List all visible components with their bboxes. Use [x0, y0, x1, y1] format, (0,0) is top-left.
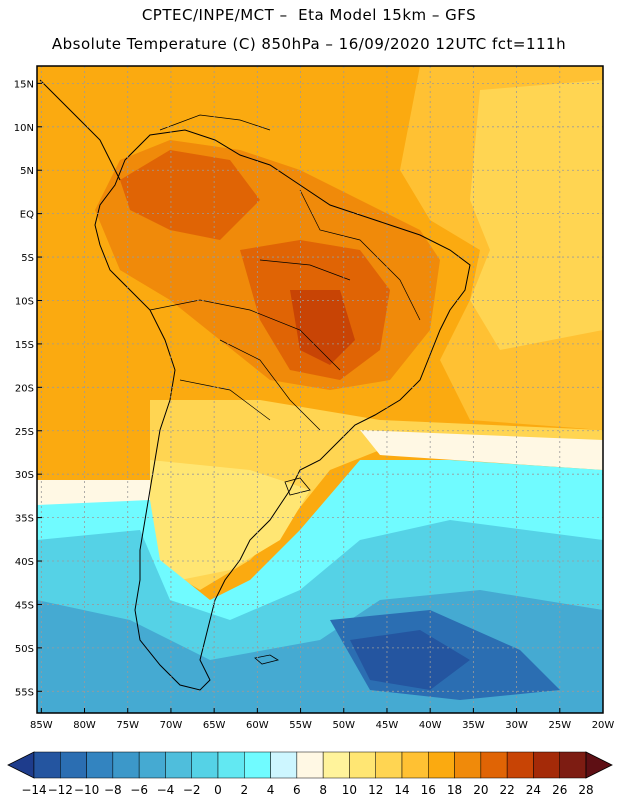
colorbar-label: −12 — [48, 783, 73, 797]
colorbar-label: 8 — [319, 783, 327, 797]
field-north-hotspot — [120, 150, 260, 240]
colorbar-label: 22 — [500, 783, 515, 797]
lon-label: 70W — [160, 720, 183, 731]
caribbean-coast — [159, 114, 271, 131]
lon-label: 50W — [332, 720, 355, 731]
lat-label: 10N — [14, 123, 34, 134]
map-frame — [36, 65, 604, 714]
lat-label: 20S — [15, 383, 34, 394]
axis-ticks — [37, 82, 604, 713]
colorbar-swatch — [165, 751, 192, 779]
colorbar-swatch — [428, 751, 455, 779]
lon-label: 45W — [376, 720, 399, 731]
chart-title-line1: CPTEC/INPE/MCT – Eta Model 15km – GFS — [141, 6, 477, 24]
colorbar-label: 6 — [293, 783, 301, 797]
coastlines — [39, 79, 471, 691]
lat-lon-grid — [37, 66, 603, 713]
colorbar-label: 14 — [394, 783, 409, 797]
field-atlantic-mild — [470, 80, 603, 350]
lat-label: 30S — [15, 470, 34, 481]
field-cold-core-inner — [350, 630, 470, 690]
lat-label: 35S — [15, 514, 34, 525]
south-america-coast — [94, 129, 471, 691]
lon-label: 25W — [548, 720, 571, 731]
lat-label: 15S — [15, 340, 34, 351]
lat-label: 50S — [15, 644, 34, 655]
colorbar-swatch — [60, 751, 87, 779]
colorbar-label: −14 — [21, 783, 46, 797]
country-borders — [149, 189, 421, 431]
colorbar-label: 20 — [473, 783, 488, 797]
lon-label: 75W — [116, 720, 139, 731]
lon-label: 60W — [246, 720, 269, 731]
latitude-labels: 15N 10N 5N EQ 5S 10S 15S 20S 25S 30S 35S 40S 45S 50S 5… — [14, 79, 34, 698]
colorbar-swatch — [506, 751, 534, 779]
colorbar-label: −10 — [74, 783, 99, 797]
colorbar-label: 24 — [526, 783, 541, 797]
lon-label: 65W — [203, 720, 226, 731]
colorbar-swatch — [112, 751, 140, 779]
colorbar-label: 2 — [240, 783, 248, 797]
colorbar-label: −8 — [104, 783, 122, 797]
colorbar-swatch — [244, 751, 271, 779]
colorbar-swatch — [191, 751, 219, 779]
field-argentina-warm — [150, 460, 310, 580]
lat-label: 5S — [21, 253, 34, 264]
colorbar-swatch — [375, 751, 403, 779]
colorbar — [7, 751, 613, 779]
field-atlantic-transition — [360, 430, 603, 470]
colorbar-swatch — [86, 751, 114, 779]
lon-label: 55W — [289, 720, 312, 731]
lat-label: 40S — [15, 557, 34, 568]
colorbar-label: 4 — [267, 783, 275, 797]
colorbar-swatch — [270, 751, 298, 779]
colorbar-swatch — [480, 751, 508, 779]
colorbar-label: 28 — [578, 783, 593, 797]
colorbar-swatch — [217, 751, 245, 779]
colorbar-labels: −14 −12 −10 −8 −6 −4 −2 0 2 4 6 8 10 12 14 16 18 20 22 24 26… — [21, 783, 593, 797]
lon-label: 40W — [419, 720, 442, 731]
temperature-field — [37, 66, 603, 713]
lon-label: 30W — [505, 720, 528, 731]
colorbar-label: 26 — [552, 783, 567, 797]
colorbar-label: 12 — [368, 783, 383, 797]
chart-title-line2: Absolute Temperature (C) 850hPa – 16/09/… — [51, 35, 567, 53]
colorbar-label: −6 — [130, 783, 148, 797]
lat-label: 10S — [15, 296, 34, 307]
longitude-labels: 85W 80W 75W 70W 65W 60W 55W 50W 45W 40W 35W 30W 25W 2… — [30, 720, 614, 731]
colorbar-swatch — [349, 751, 376, 779]
central-america-coast — [39, 79, 121, 181]
colorbar-high-arrow — [585, 751, 613, 779]
lat-label: 55S — [15, 687, 34, 698]
colorbar-label: 10 — [342, 783, 357, 797]
colorbar-label: 18 — [447, 783, 462, 797]
lon-label: 20W — [592, 720, 615, 731]
colorbar-label: −4 — [157, 783, 175, 797]
lat-label: EQ — [20, 210, 34, 221]
lon-label: 85W — [30, 720, 53, 731]
lon-label: 80W — [73, 720, 96, 731]
colorbar-swatch — [454, 751, 482, 779]
lat-label: 15N — [14, 79, 34, 90]
lon-label: 35W — [462, 720, 485, 731]
colorbar-swatch — [322, 751, 350, 779]
colorbar-swatch — [296, 751, 324, 779]
colorbar-swatch — [138, 751, 166, 779]
colorbar-label: 0 — [214, 783, 222, 797]
colorbar-swatch — [533, 751, 560, 779]
colorbar-label: 16 — [421, 783, 436, 797]
field-core-hotspot — [290, 290, 355, 365]
lat-label: 25S — [15, 427, 34, 438]
islands — [254, 477, 311, 665]
colorbar-label: −2 — [183, 783, 201, 797]
colorbar-swatch — [33, 751, 61, 779]
lat-label: 45S — [15, 600, 34, 611]
lat-label: 5N — [20, 166, 34, 177]
colorbar-swatch — [559, 751, 587, 779]
colorbar-swatch — [401, 751, 429, 779]
colorbar-low-arrow — [7, 751, 35, 779]
